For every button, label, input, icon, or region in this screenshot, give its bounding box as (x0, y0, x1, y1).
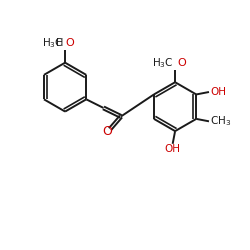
Text: $\mathsf{CH_3}$: $\mathsf{CH_3}$ (210, 114, 232, 128)
Text: O: O (66, 38, 74, 48)
Text: O: O (102, 124, 112, 138)
Text: O: O (177, 58, 186, 68)
Text: OH: OH (210, 87, 226, 97)
Text: OH: OH (165, 144, 181, 154)
Text: $\mathsf{H_3C}$: $\mathsf{H_3C}$ (42, 36, 63, 50)
Text: $\mathsf{H_3C}$: $\mathsf{H_3C}$ (152, 56, 174, 70)
Text: H: H (56, 38, 63, 48)
